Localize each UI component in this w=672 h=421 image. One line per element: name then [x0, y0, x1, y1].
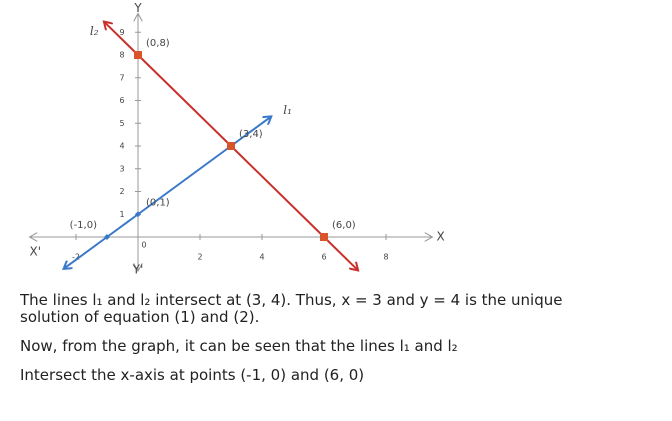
series-label: l₂ [90, 24, 99, 38]
x-tick-label: 4 [259, 253, 264, 262]
paragraph: Intersect the x-axis at points (-1, 0) a… [20, 366, 365, 384]
y-tick-label: 7 [119, 73, 124, 82]
point [227, 142, 235, 150]
x-tick-label: 8 [383, 253, 388, 262]
y-tick-label: 4 [119, 142, 124, 151]
paragraph: The lines l₁ and l₂ intersect at (3, 4).… [20, 291, 563, 326]
point-label: (-1,0) [70, 220, 97, 231]
point-label: (0,1) [146, 197, 170, 208]
point-label: (6,0) [332, 220, 356, 231]
y-tick-label: 9 [119, 28, 124, 37]
point [104, 234, 110, 240]
series-label: l₁ [283, 103, 292, 117]
point-label: (3,4) [239, 129, 263, 140]
point [134, 51, 142, 59]
y-tick-label: 3 [119, 164, 124, 173]
y-tick-label: 5 [119, 119, 124, 128]
y-tick-label: 2 [119, 187, 124, 196]
chart: XX'YY'-202 4 6 8123456789l₁l₂(0,8)(3,4)(6,0… [0, 1, 445, 277]
axis-label: Y [133, 1, 142, 15]
y-tick-label: 6 [119, 96, 124, 105]
point-label: (0,8) [146, 38, 170, 49]
axis-label: Y' [132, 263, 144, 277]
x-tick-label: 2 [197, 253, 202, 262]
point [320, 233, 328, 241]
x-tick-label: 6 [321, 253, 326, 262]
paragraph: Now, from the graph, it can be seen that… [20, 337, 458, 355]
point [135, 211, 141, 218]
y-tick-label: 8 [119, 51, 124, 60]
x-tick-label: 0 [141, 241, 146, 250]
axis-label: X [437, 230, 445, 244]
axis-label: X' [30, 245, 42, 259]
y-tick-label: 1 [119, 210, 124, 219]
explanation: The lines l₁ and l₂ intersect at (3, 4).… [20, 292, 565, 396]
